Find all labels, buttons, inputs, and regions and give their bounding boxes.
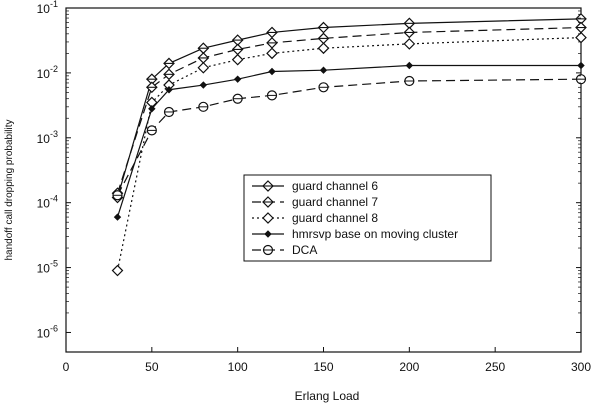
data-point: [231, 53, 244, 66]
series-line-2: [116, 26, 582, 194]
data-point: [319, 66, 328, 74]
data-point: [197, 61, 210, 74]
legend: guard channel 6 guard channel 7 guard chan…: [243, 174, 492, 262]
data-point: [262, 180, 274, 192]
data-point: [231, 43, 244, 56]
data-point: [262, 212, 274, 224]
data-point: [318, 82, 329, 93]
x-tick-label: 250: [485, 360, 505, 374]
y-tick-label: 10-6: [37, 323, 58, 340]
legend-label: guard channel 8: [292, 211, 378, 225]
x-tick-label: 200: [399, 360, 419, 374]
y-tick-label: 10-3: [37, 129, 58, 146]
data-point: [575, 31, 587, 44]
data-point: [145, 81, 158, 94]
y-tick-label: 10-5: [37, 259, 58, 276]
data-point: [266, 37, 278, 49]
data-point: [403, 38, 416, 50]
data-point: [262, 196, 274, 208]
data-point: [112, 190, 123, 201]
legend-box: [243, 174, 492, 262]
data-point: [266, 90, 278, 101]
data-point: [113, 213, 122, 221]
x-tick-label: 150: [313, 360, 333, 374]
data-point: [262, 244, 274, 256]
legend-label: DCA: [292, 243, 317, 257]
data-point: [317, 21, 330, 34]
x-tick-label: 100: [228, 360, 248, 374]
legend-label: guard channel 7: [292, 195, 378, 209]
y-tick-label: 10-1: [37, 0, 58, 16]
data-point: [405, 61, 414, 70]
data-point: [199, 81, 208, 89]
data-point: [165, 86, 173, 94]
legend-label: hmrsvp base on moving cluster: [292, 227, 458, 241]
data-point: [233, 75, 242, 83]
data-point: [146, 125, 157, 136]
data-point: [232, 93, 243, 104]
data-point: [231, 34, 244, 46]
data-point: [577, 61, 585, 70]
data-point: [111, 264, 124, 277]
data-point: [317, 42, 330, 55]
data-point: [163, 57, 175, 70]
data-point: [268, 67, 276, 76]
data-point: [266, 47, 278, 60]
x-tick-label: 0: [63, 360, 70, 374]
x-axis-label: Erlang Load: [295, 389, 360, 403]
data-point: [264, 230, 272, 238]
x-tick-label: 300: [571, 360, 591, 374]
y-axis-label: handoff call dropping probability: [4, 119, 15, 260]
x-tick-label: 50: [145, 360, 159, 374]
y-tick-label: 10-2: [37, 64, 58, 81]
data-point: [198, 101, 209, 112]
data-point: [148, 105, 156, 113]
data-point: [163, 106, 175, 118]
data-point: [404, 75, 415, 87]
data-point: [403, 26, 416, 39]
y-tick-label: 10-4: [37, 194, 58, 211]
data-point: [266, 26, 278, 39]
legend-label: guard channel 6: [292, 179, 378, 193]
